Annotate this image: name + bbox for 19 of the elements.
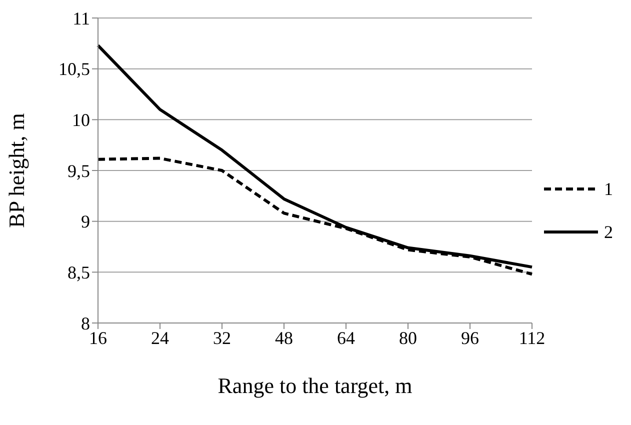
y-tick-label: 10,5 [58, 59, 90, 80]
x-tick-label: 16 [89, 328, 107, 348]
x-tick-label: 32 [213, 328, 231, 348]
x-tick-label: 96 [461, 328, 479, 348]
y-tick-label: 9 [81, 212, 90, 232]
y-tick-label: 10 [72, 110, 90, 130]
y-tick-label: 8,5 [68, 262, 90, 283]
y-tick-label: 9,5 [68, 160, 90, 181]
y-axis-title: BP height, m [4, 113, 29, 228]
x-tick-label: 112 [518, 328, 546, 348]
x-tick-label: 24 [151, 328, 169, 348]
legend-label: 1 [604, 178, 613, 200]
x-tick-label: 80 [399, 328, 417, 348]
x-tick-label: 48 [275, 328, 293, 348]
x-axis-title: Range to the target, m [218, 373, 412, 398]
legend-label: 2 [604, 222, 613, 242]
x-tick-label: 64 [337, 328, 355, 348]
y-tick-label: 11 [72, 8, 90, 28]
y-tick-label: 8 [81, 313, 90, 334]
